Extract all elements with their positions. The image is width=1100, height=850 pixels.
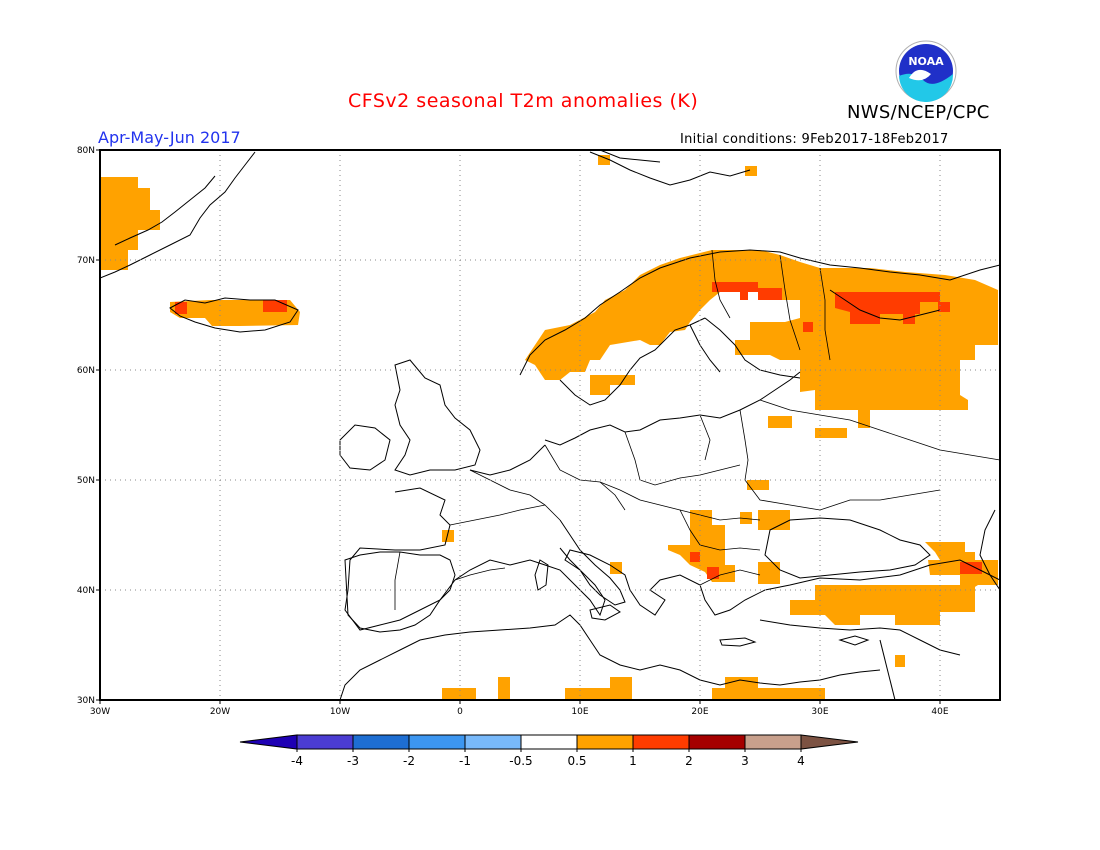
- longitude-labels: 30W 20W 10W 0 10E 20E 30E 40E: [90, 700, 949, 717]
- colorbar-box: [408, 734, 466, 750]
- colorbar-label: 4: [797, 754, 805, 768]
- lon-label: 20W: [210, 707, 230, 717]
- colorbar: -4 -3 -2 -1 -0.5 0.5 1 2 3 4: [239, 734, 859, 768]
- noaa-logo: NOAA: [895, 40, 957, 102]
- lon-label: 30W: [90, 707, 110, 717]
- lon-label: 40E: [931, 707, 948, 717]
- map-title: CFSv2 seasonal T2m anomalies (K): [348, 90, 699, 112]
- agency-label: NWS/NCEP/CPC: [847, 102, 990, 123]
- initial-conditions: Initial conditions: 9Feb2017-18Feb2017: [680, 132, 949, 147]
- svg-text:NOAA: NOAA: [908, 55, 944, 68]
- colorbar-box: [464, 734, 522, 750]
- lon-label: 20E: [691, 707, 708, 717]
- lat-label: 30N: [77, 696, 95, 706]
- map-frame: [99, 149, 1001, 701]
- colorbar-box: [576, 734, 634, 750]
- lat-label: 60N: [77, 366, 95, 376]
- lat-label: 70N: [77, 256, 95, 266]
- colorbar-box: [520, 734, 578, 750]
- colorbar-label: 0.5: [567, 754, 586, 768]
- colorbar-label: -2: [403, 754, 415, 768]
- lat-label: 40N: [77, 586, 95, 596]
- colorbar-box: [352, 734, 410, 750]
- coastlines: [100, 150, 1000, 700]
- colorbar-label: -3: [347, 754, 359, 768]
- colorbar-label: 1: [629, 754, 637, 768]
- colorbar-label: -0.5: [509, 754, 532, 768]
- colorbar-low-triangle: [239, 734, 298, 750]
- country-borders: [394, 249, 1000, 610]
- forecast-period: Apr-May-Jun 2017: [98, 128, 241, 147]
- graticule: [100, 150, 1000, 700]
- colorbar-label: -4: [291, 754, 303, 768]
- lon-label: 30E: [811, 707, 828, 717]
- lat-label: 80N: [77, 146, 95, 156]
- colorbar-box: [296, 734, 354, 750]
- colorbar-box: [688, 734, 746, 750]
- anomaly-shading: [100, 155, 998, 700]
- colorbar-box: [744, 734, 802, 750]
- latitude-labels: 80N 70N 60N 50N 40N 30N: [77, 146, 100, 706]
- colorbar-label: 3: [741, 754, 749, 768]
- lon-label: 10E: [571, 707, 588, 717]
- colorbar-high-triangle: [800, 734, 859, 750]
- lat-label: 50N: [77, 476, 95, 486]
- colorbar-label: -1: [459, 754, 471, 768]
- colorbar-label: 2: [685, 754, 693, 768]
- lon-label: 0: [457, 707, 463, 717]
- colorbar-box: [632, 734, 690, 750]
- lon-label: 10W: [330, 707, 350, 717]
